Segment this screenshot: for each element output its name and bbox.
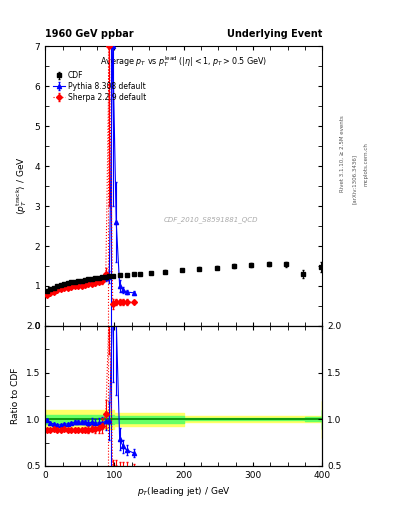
Text: Underlying Event: Underlying Event	[227, 29, 322, 39]
Text: Rivet 3.1.10, ≥ 2.5M events: Rivet 3.1.10, ≥ 2.5M events	[340, 115, 345, 192]
Text: mcplots.cern.ch: mcplots.cern.ch	[364, 142, 369, 186]
X-axis label: $p_T$(leading jet) / GeV: $p_T$(leading jet) / GeV	[137, 485, 231, 498]
Text: CDF_2010_S8591881_QCD: CDF_2010_S8591881_QCD	[164, 216, 259, 223]
Text: [arXiv:1306.3436]: [arXiv:1306.3436]	[352, 154, 357, 204]
Text: 1960 GeV ppbar: 1960 GeV ppbar	[45, 29, 134, 39]
Legend: CDF, Pythia 8.308 default, Sherpa 2.2.9 default: CDF, Pythia 8.308 default, Sherpa 2.2.9 …	[52, 70, 148, 103]
Y-axis label: $\langle p_T^{\rm track} \rangle$ / GeV: $\langle p_T^{\rm track} \rangle$ / GeV	[14, 157, 29, 216]
Text: Average $p_T$ vs $p_T^{\rm lead}$ ($|\eta| < 1$, $p_T > 0.5$ GeV): Average $p_T$ vs $p_T^{\rm lead}$ ($|\et…	[100, 54, 267, 70]
Y-axis label: Ratio to CDF: Ratio to CDF	[11, 368, 20, 424]
